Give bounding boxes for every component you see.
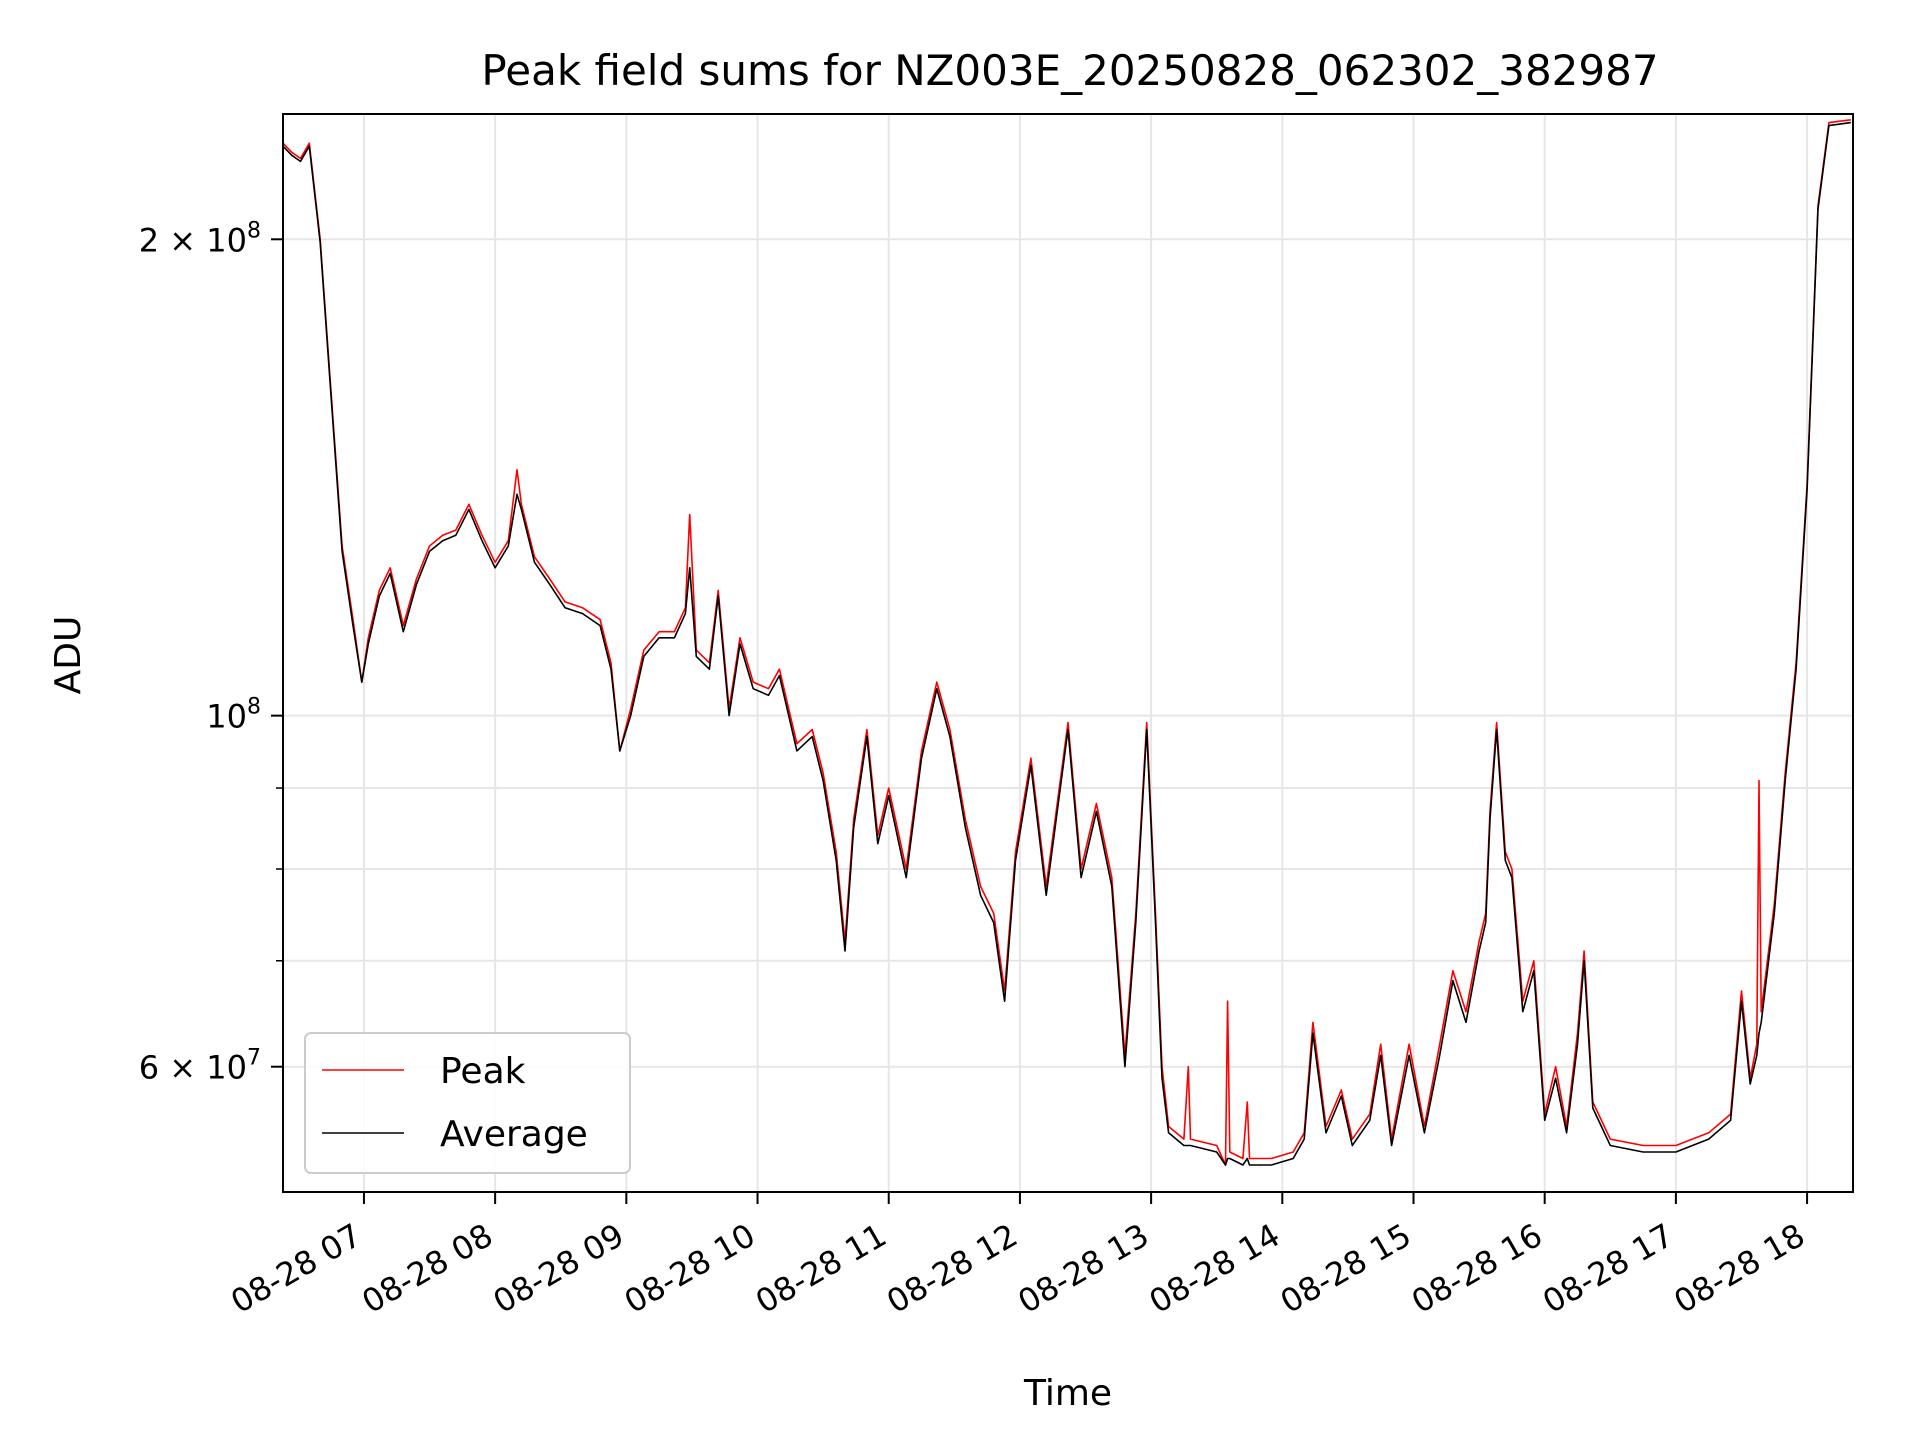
legend-box [304,1032,631,1174]
series-line-average [282,121,1851,1166]
y-tick-label: 108 [206,695,261,736]
y-axis: 2 × 108 108 6 × 107 [139,218,283,1087]
series-layer [282,119,1851,1166]
plot-area-frame [282,113,1854,1193]
grid-layer [283,114,1853,1192]
y-tick-label: 2 × 108 [139,218,261,259]
series-line-peak [282,119,1851,1166]
legend: Peak Average [304,1032,631,1174]
legend-label-peak: Peak [440,1051,526,1092]
y-axis-label: ADU [48,616,89,695]
legend-label-average: Average [440,1114,588,1155]
y-tick-label: 6 × 107 [139,1046,261,1087]
chart-title: Peak field sums for NZ003E_20250828_0623… [481,46,1658,95]
x-axis-label: Time [1023,1373,1112,1414]
